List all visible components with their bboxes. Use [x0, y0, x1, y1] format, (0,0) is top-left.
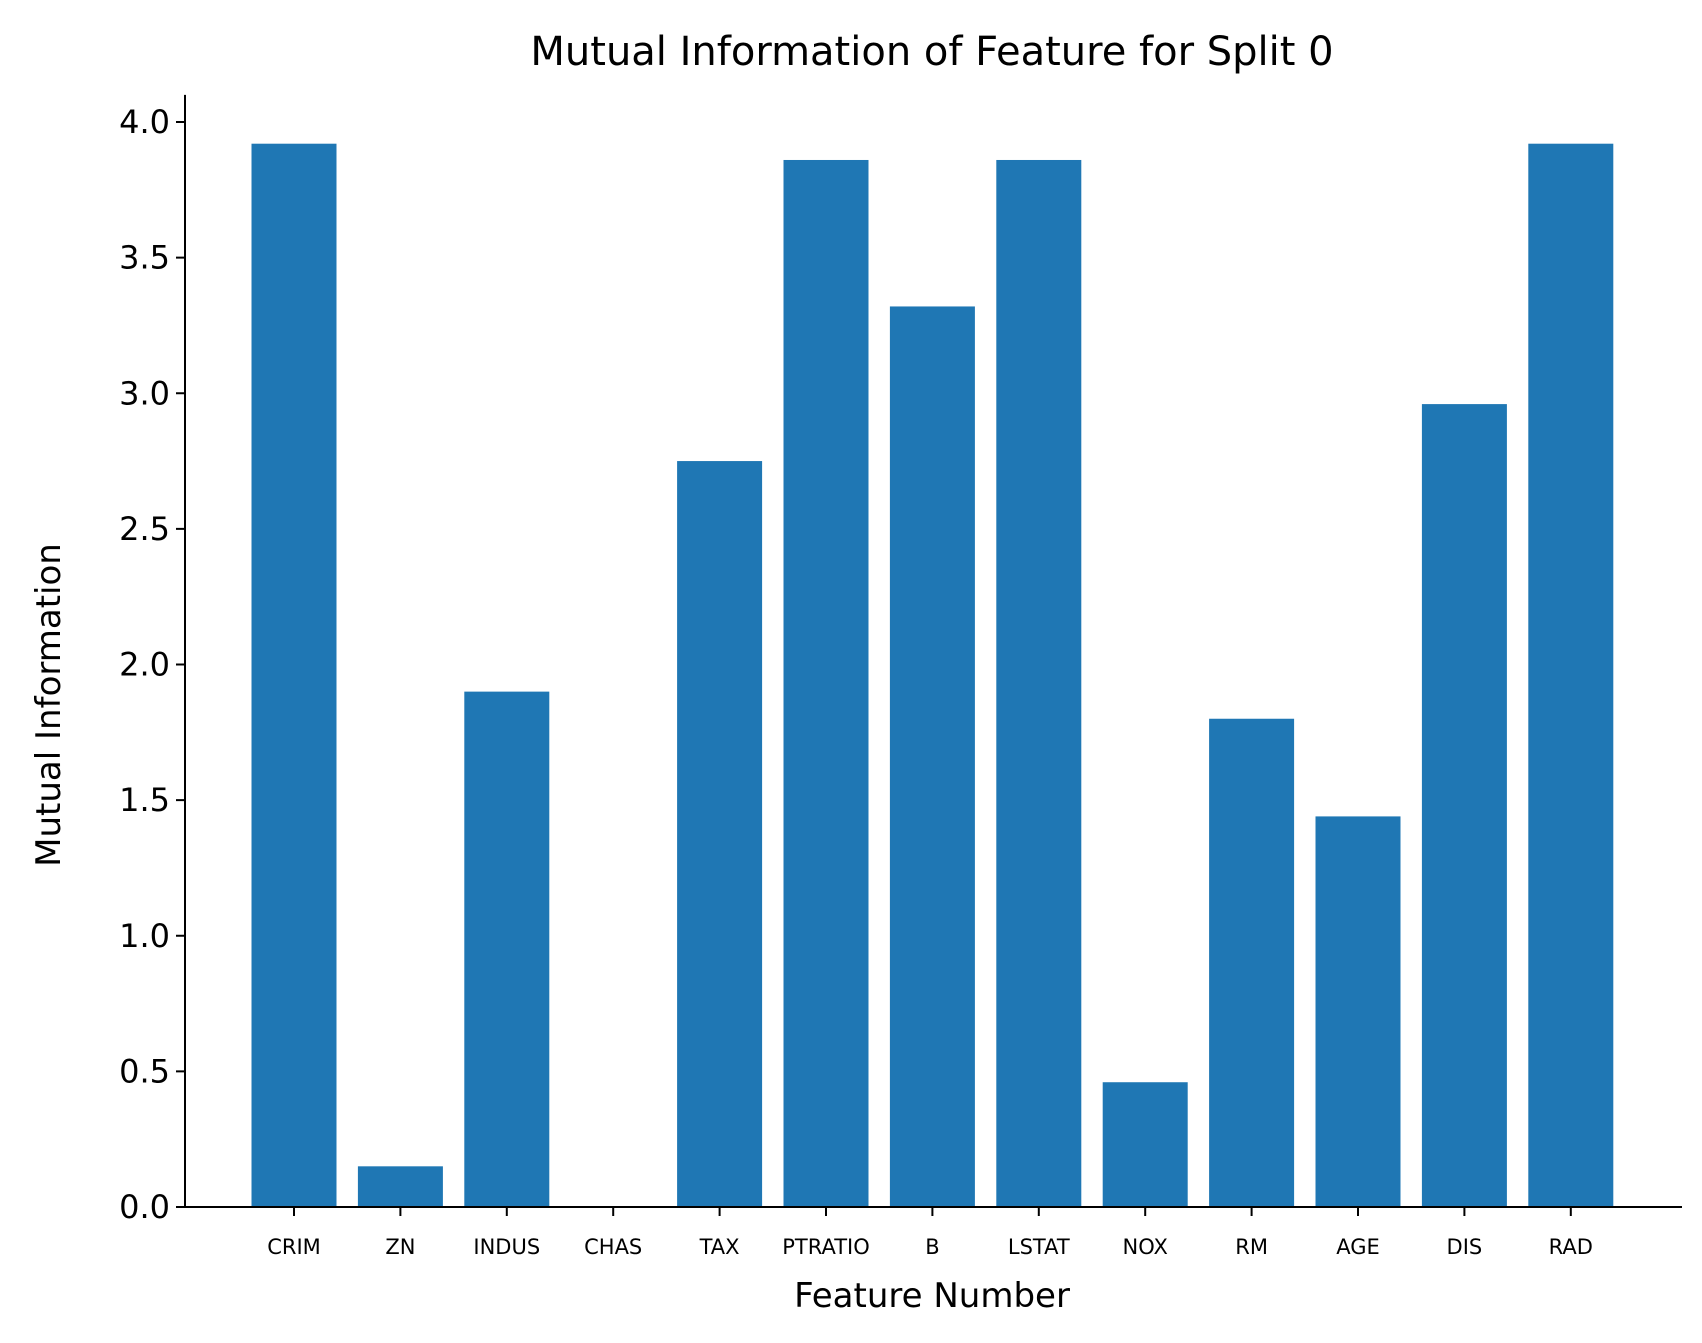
chart-title: Mutual Information of Feature for Split … [530, 29, 1333, 75]
bar-ptratio [783, 159, 869, 1208]
x-tick-label-rad: RAD [1549, 1235, 1593, 1259]
bars-group [251, 143, 1614, 1208]
x-tick-label-dis: DIS [1447, 1235, 1483, 1259]
x-tick-label-tax: TAX [699, 1235, 740, 1259]
bar-lstat [996, 159, 1082, 1208]
y-tick-label: 4.0 [119, 103, 170, 141]
y-tick-label: 2.5 [119, 510, 170, 548]
bar-zn [357, 1166, 443, 1207]
bar-age [1315, 816, 1401, 1207]
x-tick-label-indus: INDUS [473, 1235, 540, 1259]
x-tick-label-lstat: LSTAT [1008, 1235, 1070, 1259]
bar-b [889, 306, 975, 1207]
y-axis-label: Mutual Information [29, 543, 69, 867]
bar-tax [677, 461, 763, 1207]
x-tick-label-nox: NOX [1123, 1235, 1168, 1259]
y-tick-label: 2.0 [119, 646, 170, 684]
y-tick-label: 0.5 [119, 1052, 170, 1090]
y-tick-label: 3.0 [119, 374, 170, 412]
y-axis-ticks: 0.0 0.5 1.0 1.5 2.0 2.5 3.0 3.5 4.0 [119, 103, 185, 1226]
x-tick-label-rm: RM [1235, 1235, 1268, 1259]
bar-indus [464, 691, 550, 1207]
y-tick-label: 1.5 [119, 781, 170, 819]
x-tick-label-age: AGE [1336, 1235, 1380, 1259]
x-tick-label-crim: CRIM [267, 1235, 321, 1259]
x-tick-label-zn: ZN [385, 1235, 415, 1259]
y-tick-label: 3.5 [119, 239, 170, 277]
bar-rm [1209, 718, 1295, 1207]
y-tick-label: 1.0 [119, 917, 170, 955]
x-tick-label-b: B [925, 1235, 939, 1259]
y-tick-label: 0.0 [119, 1188, 170, 1226]
x-axis-label: Feature Number [794, 1276, 1070, 1316]
x-tick-label-chas: CHAS [584, 1235, 642, 1259]
bar-rad [1528, 143, 1614, 1208]
bar-nox [1102, 1082, 1188, 1207]
x-axis-ticks: CRIM ZN INDUS CHAS TAX PTRATIO B LSTAT NOX RM AGE D… [267, 1207, 1593, 1259]
bar-crim [251, 143, 337, 1208]
x-tick-label-ptratio: PTRATIO [782, 1235, 870, 1259]
bar-dis [1421, 404, 1507, 1208]
